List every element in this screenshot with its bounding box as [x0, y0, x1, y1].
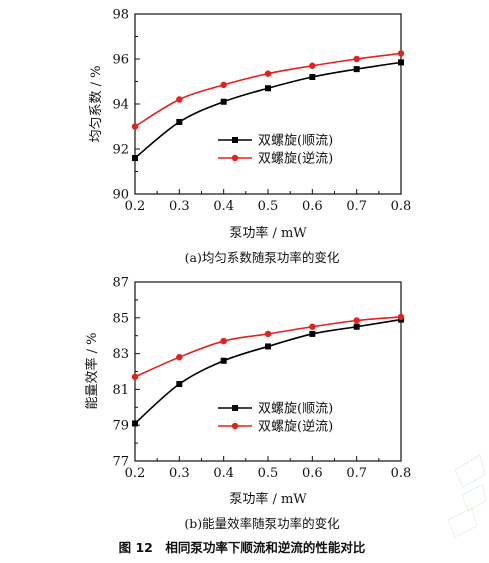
legend-b: 双螺旋(顺流) 双螺旋(逆流) [218, 402, 333, 435]
x-tick-label: 0.8 [391, 199, 412, 214]
y-tick-label: 94 [112, 98, 129, 113]
x-tick-label: 0.2 [125, 199, 146, 214]
data-point-circle [309, 323, 316, 330]
y-tick-label: 90 [112, 188, 129, 203]
legend-a: 双螺旋(顺流) 双螺旋(逆流) [218, 134, 333, 167]
figure-caption: 图 12 相同泵功率下顺流和逆流的性能对比 [119, 540, 366, 555]
legend-marker-circle [231, 422, 239, 430]
y-tick-label: 98 [112, 8, 129, 23]
legend-label-1: 双螺旋(顺流) [258, 402, 333, 417]
data-point-square [132, 155, 138, 161]
data-point-circle [264, 70, 272, 77]
y-tick-label: 83 [112, 347, 129, 362]
x-axis-label-a: 泵功率 / mW [229, 225, 307, 241]
x-tick-label: 0.4 [213, 466, 234, 481]
data-point-circle [353, 317, 360, 324]
data-point-square [309, 330, 316, 337]
x-tick-label: 0.2 [125, 466, 146, 481]
subcaption-b: (b)能量效率随泵功率的变化 [184, 516, 340, 531]
y-axis-label-a: 均匀系数 / % [89, 66, 104, 143]
data-point-square [398, 59, 404, 66]
plot-frame-a [134, 13, 402, 195]
legend-label-2: 双螺旋(逆流) [258, 151, 333, 167]
data-point-square [220, 98, 227, 105]
data-point-circle [397, 313, 405, 321]
legend-marker-square [232, 137, 238, 143]
y-tick-label: 87 [112, 276, 129, 291]
data-point-circle [131, 373, 139, 381]
x-tick-label: 0.5 [258, 199, 279, 214]
x-tick-label: 0.6 [302, 466, 323, 481]
data-point-square [220, 357, 227, 364]
axes-a: 0.2 0.3 0.4 0.5 0.6 0.7 0.8 90 92 94 96 98 [112, 8, 411, 215]
y-tick-label: 81 [112, 383, 129, 398]
y-tick-label: 79 [112, 419, 129, 434]
x-tick-label: 0.4 [213, 199, 234, 214]
x-axis-label-b: 泵功率 / mW [229, 491, 307, 507]
y-tick-label: 96 [112, 53, 129, 68]
x-tick-label: 0.7 [346, 199, 367, 214]
chart-panel-b: 0.2 0.3 0.4 0.5 0.6 0.7 0.8 77 79 81 83 85 87 能量效率 /… [84, 276, 411, 532]
subcaption-a: (a)均匀系数随泵功率的变化 [185, 250, 340, 265]
data-point-circle [131, 123, 139, 130]
y-tick-label: 85 [112, 311, 129, 326]
data-point-square [265, 343, 271, 350]
x-tick-label: 0.6 [302, 199, 323, 214]
x-tick-label: 0.7 [346, 466, 367, 481]
data-point-circle [176, 353, 183, 361]
data-point-square [176, 119, 183, 125]
y-axis-label-b: 能量效率 / % [84, 333, 100, 410]
data-point-circle [397, 50, 405, 57]
data-point-square [176, 381, 183, 388]
legend-label-2: 双螺旋(逆流) [258, 419, 333, 435]
data-point-square [132, 420, 138, 427]
x-tick-label: 0.8 [391, 466, 412, 481]
chart-panel-a: 0.2 0.3 0.4 0.5 0.6 0.7 0.8 90 92 94 96 98 均匀系数 / %… [89, 8, 411, 266]
data-point-square [353, 66, 360, 73]
y-tick-label: 92 [112, 143, 129, 158]
legend-marker-circle [231, 154, 239, 162]
legend-label-1: 双螺旋(顺流) [258, 134, 333, 149]
legend-marker-square [232, 405, 238, 411]
x-tick-label: 0.3 [169, 466, 190, 481]
data-point-circle [220, 81, 227, 89]
y-tick-label: 77 [112, 455, 129, 470]
data-point-circle [353, 55, 360, 63]
x-tick-label: 0.3 [169, 199, 190, 214]
series-group-b [131, 313, 405, 427]
data-point-circle [309, 62, 316, 69]
data-point-circle [220, 337, 227, 345]
x-tick-label: 0.5 [258, 466, 279, 481]
data-point-circle [176, 96, 183, 103]
data-point-square [309, 74, 316, 80]
data-point-square [353, 323, 360, 330]
corner-decoration-icon [447, 454, 487, 538]
series-group-a [131, 50, 405, 161]
data-point-square [265, 85, 271, 92]
data-point-circle [264, 330, 272, 338]
axes-b: 0.2 0.3 0.4 0.5 0.6 0.7 0.8 77 79 81 83 85 87 [112, 276, 411, 482]
